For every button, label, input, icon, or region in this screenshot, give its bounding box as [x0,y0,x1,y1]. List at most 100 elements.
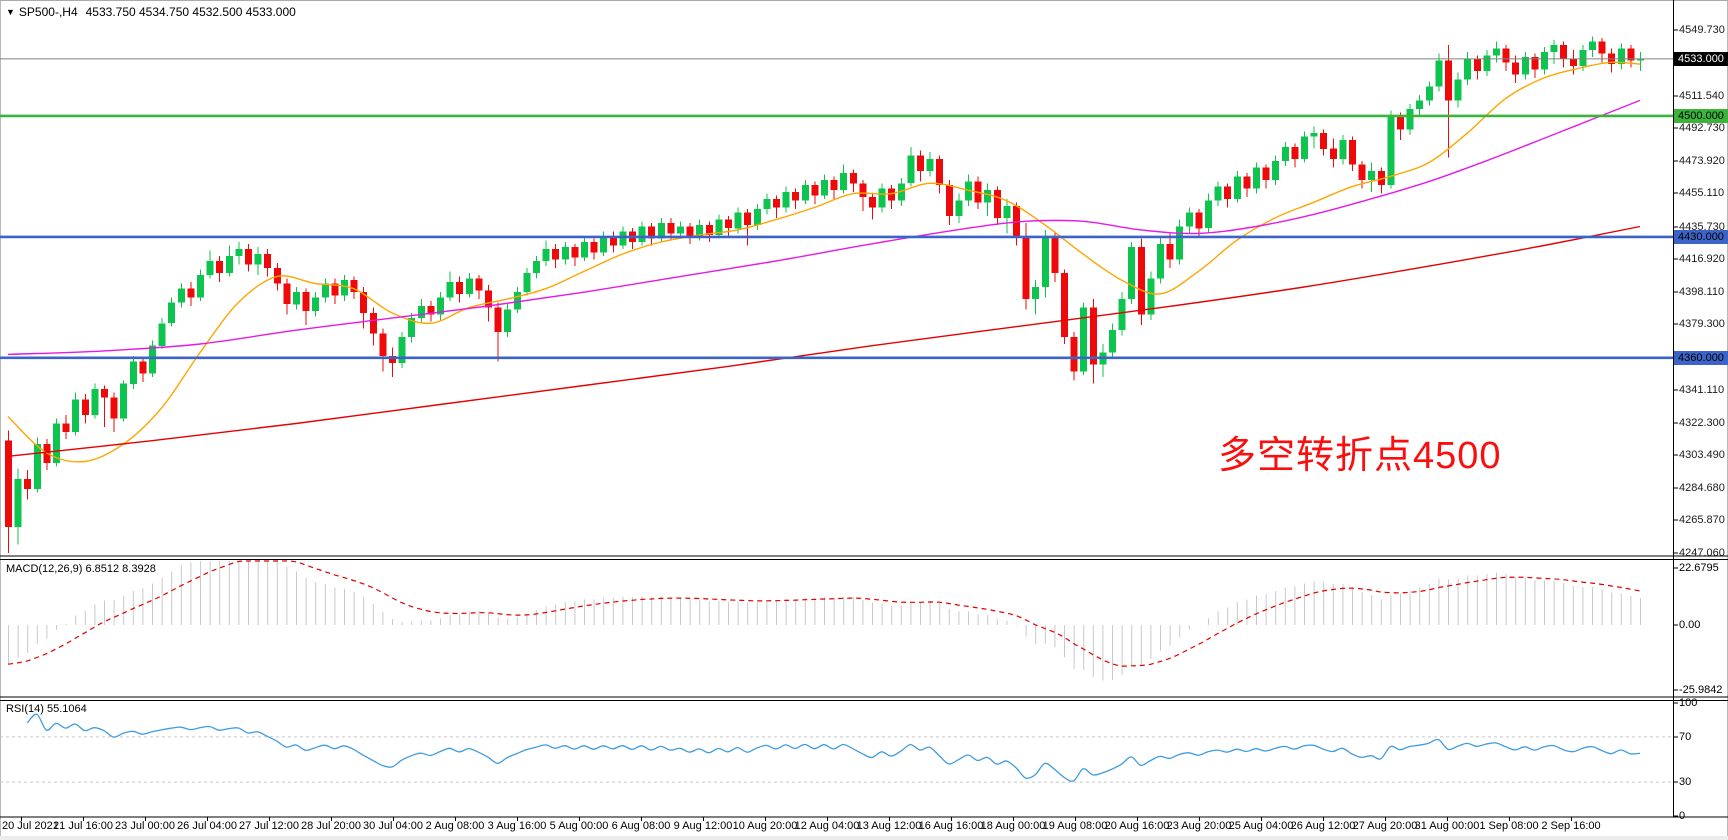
rsi-line [26,713,1641,782]
candlestick [369,312,377,334]
candlestick [801,185,809,201]
candlestick [1253,167,1260,189]
candlestick [542,249,550,262]
candlestick [1521,57,1529,75]
candlestick [5,440,12,528]
candlestick [360,292,368,313]
candlestick-layer [5,36,1644,554]
candlestick [1358,164,1366,180]
candlestick [677,226,684,234]
candlestick [1281,147,1289,161]
candlestick [398,337,406,363]
ma-slow-line [7,225,1641,457]
candlestick [1637,58,1644,61]
price-axis-label: 4416.920 [1679,253,1725,266]
candlestick [792,191,800,201]
candlestick [264,254,272,268]
price-axis-label: 4341.110 [1679,384,1725,397]
candlestick [600,236,608,253]
candlestick [1569,58,1577,66]
candlestick [1512,62,1520,75]
candlestick [725,219,732,229]
candlestick [945,185,953,217]
candlestick [1061,273,1068,337]
candlestick [840,172,848,191]
time-axis-label: 2 Aug 08:00 [425,820,485,832]
candlestick [993,190,1001,218]
candlestick [1349,140,1356,165]
candlestick [72,399,80,433]
rsi-indicator-label: RSI(14) 55.1064 [6,703,87,715]
candlestick [417,306,425,319]
candlestick [1080,307,1088,372]
candlestick [1233,176,1241,199]
time-axis-label: 27 Jul 12:00 [239,820,299,832]
candlestick [619,231,627,246]
candlestick [1416,100,1424,109]
candlestick [408,318,416,338]
candlestick [1502,48,1510,63]
price-axis-label: 4398.110 [1679,285,1725,298]
candlestick [33,444,41,490]
time-axis-label: 20 Aug 16:00 [1104,820,1170,832]
time-axis-label: 16 Aug 16:00 [918,820,984,832]
rsi-axis-label: 70 [1679,730,1692,743]
candlestick [1195,212,1203,229]
ma-fast-line [7,61,1641,463]
time-axis-label: 28 Jul 20:00 [301,820,361,832]
candlestick [14,478,22,528]
candlestick [696,224,704,237]
candlestick [1483,55,1491,71]
candlestick [139,361,147,374]
candlestick [609,236,617,246]
candlestick [177,288,185,303]
candlestick [1560,45,1568,59]
candlestick [552,249,560,260]
candlestick [81,399,89,415]
candlestick [705,224,713,236]
price-axis-label: 4265.870 [1679,514,1725,527]
time-axis-label: 12 Aug 04:00 [794,820,860,832]
candlestick [485,290,492,308]
candlestick [91,388,99,415]
candlestick [936,159,944,185]
candlestick [1464,58,1472,80]
price-axis-label: 4284.680 [1679,481,1725,494]
time-axis-label: 21 Jul 16:00 [53,820,113,832]
candlestick [1368,171,1376,180]
candlestick [1243,176,1251,189]
candlestick [101,388,108,398]
price-axis-ticks[interactable] [21,29,1679,821]
candlestick [1445,60,1452,101]
window-bottom-strip [0,836,1728,840]
candlestick [216,261,224,274]
candlestick [1022,236,1030,300]
price-axis-label: 4303.490 [1679,449,1725,462]
candlestick [254,254,262,265]
candlestick [149,345,156,374]
candlestick [1541,52,1548,70]
candlestick [350,280,358,293]
candlestick [1598,41,1606,54]
candlestick [389,356,396,363]
time-axis-label: 25 Aug 04:00 [1228,820,1294,832]
panel-borders [0,0,1728,818]
candlestick [811,185,819,196]
time-axis-label: 9 Aug 12:00 [673,820,733,832]
candlestick [302,292,310,312]
time-axis-label: 3 Aug 16:00 [487,820,547,832]
symbol-period-label: SP500-,H4 [18,5,78,19]
candlestick [849,172,857,184]
price-axis-label: 4549.730 [1679,23,1725,36]
time-axis-label: 26 Jul 04:00 [177,820,237,832]
annotation-text: 多空转折点4500 [1218,435,1502,477]
candlestick [984,190,992,203]
rsi-panel [0,713,1673,783]
candlestick [1377,171,1385,185]
time-axis-label: 18 Aug 00:00 [980,820,1046,832]
candlestick [513,292,521,310]
candlestick [830,179,838,191]
symbol-dropdown-icon[interactable]: ▼ [6,7,15,17]
candlestick [1032,287,1040,300]
